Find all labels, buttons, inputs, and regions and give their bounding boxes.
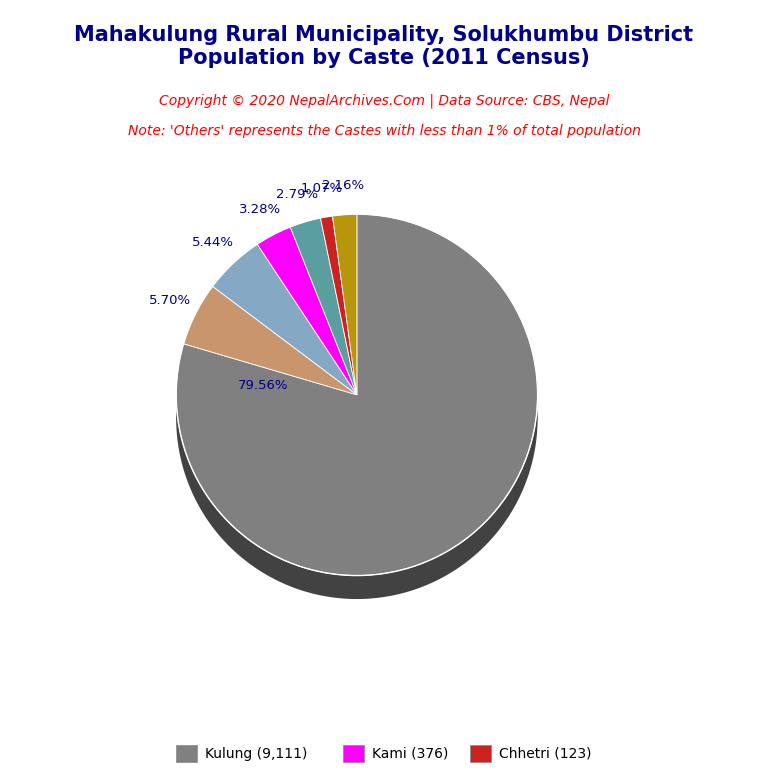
Text: 3.28%: 3.28% bbox=[239, 203, 281, 216]
Wedge shape bbox=[213, 244, 357, 395]
Wedge shape bbox=[320, 216, 357, 395]
Text: 1.07%: 1.07% bbox=[300, 182, 343, 195]
Wedge shape bbox=[184, 286, 357, 395]
Text: Copyright © 2020 NepalArchives.Com | Data Source: CBS, Nepal: Copyright © 2020 NepalArchives.Com | Dat… bbox=[159, 94, 609, 108]
Text: Note: 'Others' represents the Castes with less than 1% of total population: Note: 'Others' represents the Castes wit… bbox=[127, 124, 641, 138]
Text: 5.44%: 5.44% bbox=[192, 236, 234, 249]
Polygon shape bbox=[176, 396, 538, 599]
Wedge shape bbox=[257, 227, 357, 395]
Ellipse shape bbox=[176, 379, 538, 458]
Text: Mahakulung Rural Municipality, Solukhumbu District
Population by Caste (2011 Cen: Mahakulung Rural Municipality, Solukhumb… bbox=[74, 25, 694, 68]
Text: 2.79%: 2.79% bbox=[276, 187, 318, 200]
Wedge shape bbox=[176, 214, 538, 575]
Wedge shape bbox=[333, 214, 357, 395]
Text: 5.70%: 5.70% bbox=[148, 294, 190, 307]
Legend: Kulung (9,111), Nachhiring (653), Sherpa (623), Kami (376), Kalar (319), Chhetri: Kulung (9,111), Nachhiring (653), Sherpa… bbox=[169, 738, 599, 768]
Text: 79.56%: 79.56% bbox=[237, 379, 288, 392]
Text: 2.16%: 2.16% bbox=[322, 179, 364, 192]
Wedge shape bbox=[290, 218, 357, 395]
